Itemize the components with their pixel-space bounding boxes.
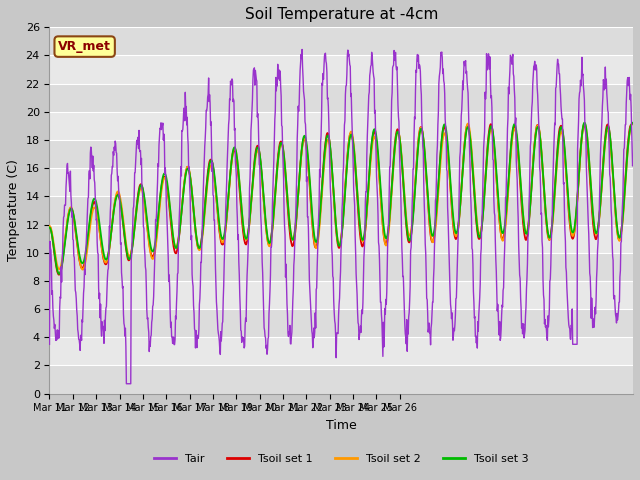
Bar (49, 56, 633, 84)
Title: Soil Temperature at -4cm: Soil Temperature at -4cm (244, 7, 438, 22)
Text: VR_met: VR_met (58, 40, 111, 53)
Bar (49, 140, 633, 168)
Bar (49, 281, 633, 309)
Bar (49, 252, 633, 281)
Bar (49, 337, 633, 365)
Bar (49, 309, 633, 337)
Bar (49, 112, 633, 140)
Bar (49, 225, 633, 252)
X-axis label: Time: Time (326, 419, 356, 432)
Bar (49, 168, 633, 196)
Bar (49, 27, 633, 56)
Legend: Tair, Tsoil set 1, Tsoil set 2, Tsoil set 3: Tair, Tsoil set 1, Tsoil set 2, Tsoil se… (150, 450, 533, 468)
Bar (49, 196, 633, 225)
Bar (49, 365, 633, 394)
Bar (49, 84, 633, 112)
Y-axis label: Temperature (C): Temperature (C) (7, 159, 20, 262)
